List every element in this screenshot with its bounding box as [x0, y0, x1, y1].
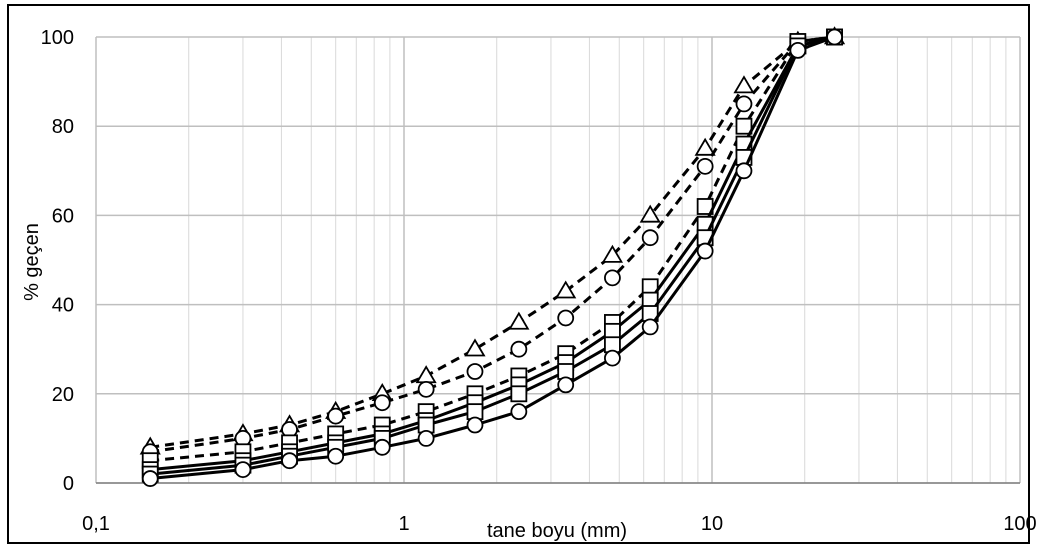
- data-point-circle: [510, 403, 528, 421]
- series-line: [150, 35, 835, 476]
- x-tick-label: 10: [701, 513, 723, 535]
- y-tick-label: 60: [52, 205, 74, 227]
- data-point-circle: [735, 162, 753, 180]
- data-point-circle: [466, 363, 484, 380]
- data-point-triangle: [555, 280, 577, 299]
- data-point-circle: [417, 429, 435, 447]
- data-point-triangle: [508, 311, 530, 330]
- data-point-triangle: [733, 75, 755, 94]
- data-point-triangle: [601, 244, 623, 263]
- x-tick-label: 0,1: [82, 513, 110, 535]
- y-tick-label: 80: [52, 116, 74, 138]
- tick-labels: 0,1 1 10 100 0 20 40 60 80 100: [41, 27, 1037, 535]
- data-point-circle: [141, 470, 159, 487]
- y-axis-title: % geçen: [21, 223, 43, 301]
- y-tick-label: 20: [52, 384, 74, 406]
- data-point-circle: [373, 438, 391, 456]
- data-point-circle: [327, 447, 345, 465]
- data-point-circle: [281, 452, 298, 470]
- chart-frame: [7, 4, 1030, 544]
- series-group: [139, 26, 846, 487]
- data-point-circle: [641, 318, 659, 336]
- data-point-circle: [373, 394, 391, 412]
- data-point-square: [510, 385, 528, 403]
- data-point-circle: [417, 380, 435, 398]
- x-axis-title: tane boyu (mm): [487, 520, 627, 542]
- data-point-circle: [234, 461, 252, 479]
- series-line: [149, 35, 835, 454]
- data-point-triangle: [639, 204, 661, 223]
- data-point-circle: [696, 157, 714, 175]
- data-point-circle: [789, 41, 807, 59]
- series-line: [150, 35, 836, 480]
- data-point-circle: [735, 95, 753, 113]
- data-point-circle: [557, 309, 575, 327]
- data-point-triangle: [415, 365, 437, 384]
- data-point-triangle: [464, 338, 486, 357]
- series-6: [141, 28, 843, 487]
- data-point-square: [735, 117, 753, 135]
- series-1: [139, 26, 846, 455]
- data-point-circle: [510, 340, 528, 358]
- grid: [95, 36, 1021, 484]
- data-point-circle: [327, 407, 345, 425]
- y-tick-label: 0: [63, 473, 74, 495]
- x-tick-label: 1: [398, 513, 409, 535]
- y-tick-label: 100: [41, 27, 74, 49]
- data-point-circle: [696, 242, 714, 260]
- data-point-circle: [826, 28, 843, 46]
- x-tick-label: 100: [1003, 513, 1036, 535]
- data-point-circle: [466, 416, 484, 434]
- data-point-circle: [604, 269, 621, 287]
- data-point-circle: [557, 376, 575, 394]
- data-point-circle: [641, 229, 659, 247]
- data-point-triangle: [694, 137, 716, 156]
- y-tick-label: 40: [52, 295, 74, 317]
- data-point-circle: [604, 349, 621, 367]
